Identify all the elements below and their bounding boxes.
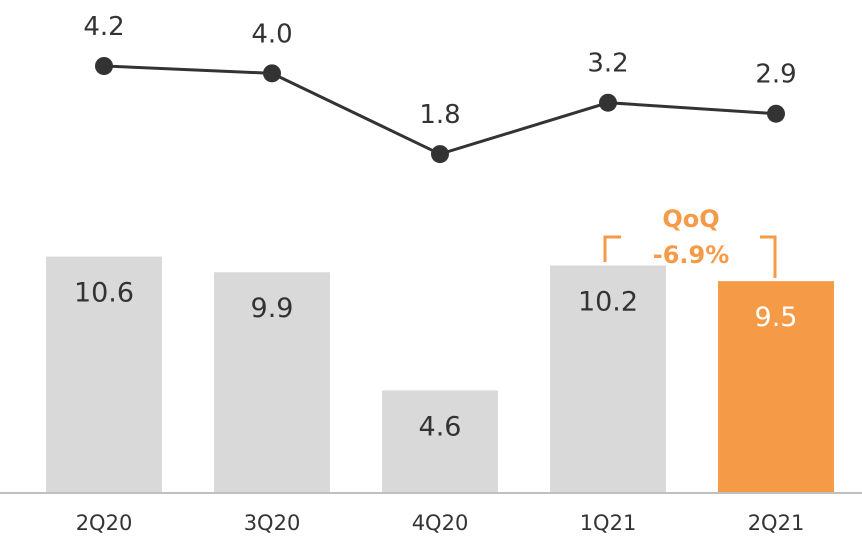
bar-data-labels: 10.6 9.9 4.6 10.2 9.5 xyxy=(74,278,798,443)
line-point-3Q20 xyxy=(263,64,281,83)
qoq-bracket-right xyxy=(760,235,777,278)
line-data-labels: 4.2 4.0 1.8 3.2 2.9 xyxy=(83,12,796,130)
x-tick-labels: 2Q20 3Q20 4Q20 1Q21 2Q21 xyxy=(76,511,805,535)
bar-value-label-4Q20: 4.6 xyxy=(419,411,462,442)
x-tick-4Q20: 4Q20 xyxy=(412,511,469,535)
x-tick-1Q21: 1Q21 xyxy=(580,511,637,535)
qoq-value: -6.9% xyxy=(653,241,730,269)
bar-value-label-1Q21: 10.2 xyxy=(578,287,638,318)
bar-value-label-2Q21: 9.5 xyxy=(755,302,798,333)
qoq-label: QoQ xyxy=(662,205,719,233)
x-tick-3Q20: 3Q20 xyxy=(244,511,301,535)
x-tick-2Q21: 2Q21 xyxy=(748,511,805,535)
line-value-label-3Q20: 4.0 xyxy=(251,19,292,49)
line-value-label-1Q21: 3.2 xyxy=(587,49,628,79)
line-point-2Q21 xyxy=(767,104,785,123)
bar-2Q20 xyxy=(46,256,162,493)
line-point-1Q21 xyxy=(599,93,617,112)
bar-3Q20 xyxy=(214,272,330,493)
bar-value-label-2Q20: 10.6 xyxy=(74,278,134,309)
bar-2Q21 xyxy=(718,281,834,493)
bar-4Q20 xyxy=(382,390,498,493)
x-tick-2Q20: 2Q20 xyxy=(76,511,133,535)
line-point-4Q20 xyxy=(431,145,449,164)
line-point-2Q20 xyxy=(95,57,113,75)
line-series xyxy=(95,57,785,164)
qoq-bracket-left xyxy=(603,235,621,262)
line-value-label-2Q21: 2.9 xyxy=(755,60,796,90)
line-value-label-2Q20: 4.2 xyxy=(83,12,124,42)
qoq-annotation: QoQ -6.9% xyxy=(603,205,777,278)
bar-1Q21 xyxy=(550,265,666,493)
bar-value-label-3Q20: 9.9 xyxy=(251,293,294,324)
line-value-label-4Q20: 1.8 xyxy=(419,100,460,130)
bar-series xyxy=(46,256,834,493)
